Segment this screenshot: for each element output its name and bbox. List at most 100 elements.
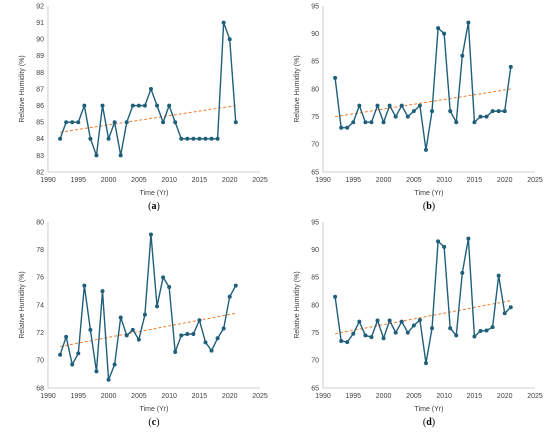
data-point xyxy=(142,312,147,317)
data-point xyxy=(215,336,220,341)
series-line xyxy=(59,233,237,381)
data-point xyxy=(185,136,190,141)
y-tick-label: 85 xyxy=(311,275,319,282)
data-point xyxy=(484,328,489,333)
data-point xyxy=(472,120,477,125)
y-tick-label: 82 xyxy=(36,169,44,176)
y-tick-label: 84 xyxy=(36,136,44,143)
data-point xyxy=(423,147,428,152)
x-tick-label: 1995 xyxy=(345,393,361,400)
panel-label: (d) xyxy=(423,417,435,428)
data-point xyxy=(357,103,362,108)
panel-letter: a xyxy=(152,201,157,212)
data-point xyxy=(155,304,160,309)
chart-panel-d: 1990 1995 2000 2005 2010 2015 2020 2025 65 70 75 80… xyxy=(275,216,550,432)
data-point xyxy=(197,318,202,323)
data-point xyxy=(490,325,495,330)
data-point xyxy=(112,120,117,125)
y-tick-label: 88 xyxy=(36,70,44,77)
data-point xyxy=(448,326,453,331)
data-point xyxy=(411,109,416,114)
data-point xyxy=(430,326,435,331)
y-tick-label: 80 xyxy=(311,302,319,309)
data-point xyxy=(351,331,356,336)
data-point xyxy=(490,109,495,114)
data-point xyxy=(375,318,380,323)
x-tick-label: 2015 xyxy=(467,393,483,400)
y-tick-label: 90 xyxy=(311,31,319,38)
data-point xyxy=(333,294,338,299)
panel-label: (a) xyxy=(148,201,160,212)
data-point xyxy=(417,317,422,322)
data-point xyxy=(76,351,81,356)
x-tick-label: 2000 xyxy=(101,393,117,400)
series-line xyxy=(334,21,512,151)
x-tick-label: 1990 xyxy=(315,177,331,184)
data-point xyxy=(345,125,350,130)
data-point xyxy=(227,294,232,299)
x-tick-label: 2025 xyxy=(527,177,543,184)
data-point xyxy=(375,103,380,108)
y-axis-title: Relative Humidity (%) xyxy=(19,271,26,338)
y-tick-label: 90 xyxy=(36,37,44,44)
panel-label: (c) xyxy=(148,417,159,428)
y-tick-label: 70 xyxy=(36,358,44,365)
x-tick-label: 2025 xyxy=(252,393,268,400)
data-point xyxy=(369,335,374,340)
x-tick-label: 2005 xyxy=(131,177,147,184)
x-tick-label: 2020 xyxy=(497,177,513,184)
chart-svg-a: 1990 1995 2000 2005 2010 2015 2020 2025 82 83 84 85… xyxy=(19,3,268,212)
chart-panel-b: 1990 1995 2000 2005 2010 2015 2020 2025 65 70 75 80… xyxy=(275,0,550,216)
data-point xyxy=(191,332,196,337)
panel-letter: c xyxy=(152,417,157,428)
data-point xyxy=(430,109,435,114)
x-tick-label: 1990 xyxy=(40,177,56,184)
y-tick-label: 85 xyxy=(311,59,319,66)
data-point xyxy=(130,327,135,332)
x-tick-label: 2020 xyxy=(222,393,238,400)
data-point xyxy=(209,136,214,141)
x-tick-label: 2015 xyxy=(192,393,208,400)
series-line xyxy=(59,21,237,157)
data-point xyxy=(478,329,483,334)
data-point xyxy=(442,31,447,36)
data-point xyxy=(118,315,123,320)
data-point xyxy=(387,103,392,108)
y-axis-title: Relative Humidity (%) xyxy=(19,55,26,122)
x-tick-label: 2010 xyxy=(436,393,452,400)
x-tick-label: 2010 xyxy=(436,177,452,184)
series-line xyxy=(334,237,512,364)
x-tick-label: 2010 xyxy=(161,393,177,400)
data-point xyxy=(173,120,178,125)
data-point xyxy=(411,323,416,328)
data-point xyxy=(58,136,63,141)
x-tick-label: 1990 xyxy=(315,393,331,400)
data-point xyxy=(460,53,465,58)
data-point xyxy=(94,369,99,374)
data-point xyxy=(64,120,69,125)
trend-line xyxy=(60,312,236,347)
data-point xyxy=(393,114,398,119)
data-point xyxy=(442,244,447,249)
x-tick-label: 2005 xyxy=(131,393,147,400)
x-tick-label: 2015 xyxy=(192,177,208,184)
panel-letter: b xyxy=(426,201,432,212)
panel-label: (b) xyxy=(423,201,435,212)
y-tick-label: 65 xyxy=(311,169,319,176)
data-point xyxy=(405,330,410,335)
x-tick-label: 1995 xyxy=(70,177,86,184)
data-point xyxy=(203,340,208,345)
x-tick-label: 2000 xyxy=(101,177,117,184)
data-point xyxy=(496,273,501,278)
x-tick-label: 2015 xyxy=(467,177,483,184)
y-tick-label: 68 xyxy=(36,385,44,392)
data-point xyxy=(94,153,99,158)
y-tick-label: 70 xyxy=(311,358,319,365)
data-point xyxy=(363,333,368,338)
data-point xyxy=(124,333,129,338)
data-point xyxy=(124,120,129,125)
data-point xyxy=(155,103,160,108)
x-axis-title: Time (Yr) xyxy=(140,190,169,197)
data-point xyxy=(161,120,166,125)
y-tick-label: 87 xyxy=(36,86,44,93)
